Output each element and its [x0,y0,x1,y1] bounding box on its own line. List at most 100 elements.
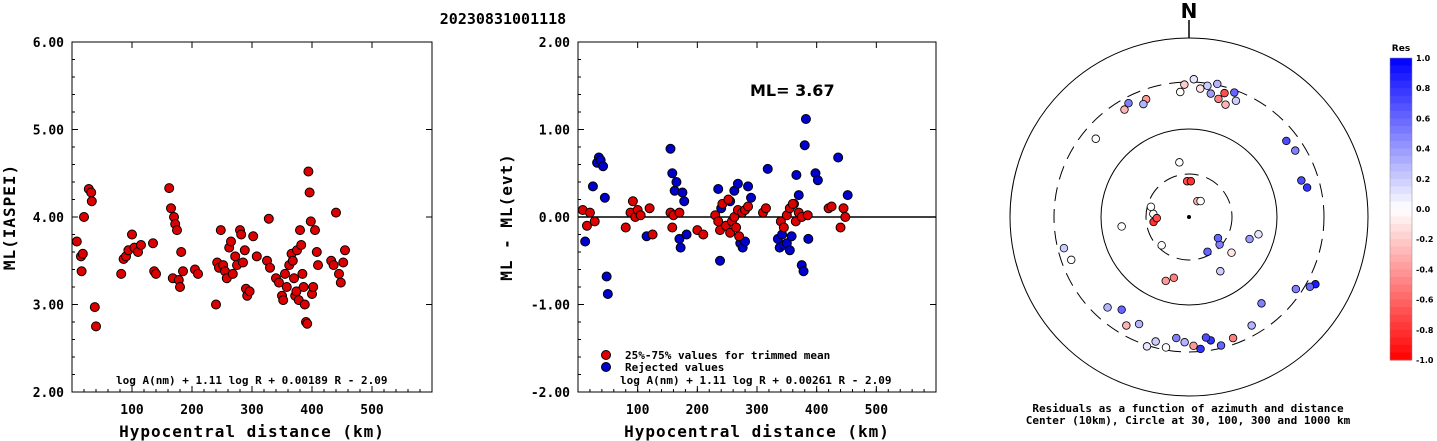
rejected-point [671,177,682,187]
residual-point [1305,282,1315,292]
residual-colorbar: Res 1.0 0.8 0.6 0.4 0.2 0.0 -0.2 -0.4 -0.6 -0.8 -1… [1389,44,1434,365]
residual-point [1201,333,1211,342]
colorbar-cell [1390,314,1412,323]
residual-point [1161,276,1170,286]
y-tick-label: 4.00 [33,211,64,226]
colorbar-cell [1390,344,1412,353]
colorbar-cell [1390,125,1412,134]
data-point [151,268,161,279]
colorbar-tick-label: -0.6 [1416,296,1434,305]
x-tick-label: 500 [865,403,889,418]
residual-point [1059,243,1069,253]
plot-frame [71,41,433,393]
x-tick-label: 400 [300,403,324,418]
residual-point [1216,341,1226,350]
rejected-point [784,245,795,256]
data-point [77,248,88,259]
residual-point [1220,88,1229,98]
colorbar-tick-label: -0.8 [1416,326,1434,335]
data-point [175,282,185,292]
data-point [281,282,292,292]
data-point [280,268,290,279]
residual-point [1291,284,1301,294]
points-group [1059,75,1320,354]
residual-point [1196,344,1205,354]
colorbar-cell [1390,133,1412,142]
data-point [299,299,310,310]
formula-label: log A(nm) + 1.11 log R + 0.00261 R - 2.0… [620,374,892,387]
data-point [340,245,350,256]
x-tick-label: 100 [626,403,650,418]
trimmed-point [723,194,734,205]
trimmed-point [674,207,685,218]
range-circle-30km [1145,173,1233,261]
residual-point [1213,79,1222,89]
residual-point [1180,80,1189,89]
points-group [71,166,350,332]
ml-value-label: ML= 3.67 [750,81,835,100]
data-point [211,299,221,310]
data-point [215,225,226,236]
colorbar-cell [1390,156,1412,165]
rejected-point [675,242,686,253]
colorbar-cell [1390,141,1412,150]
residual-point [1117,305,1126,314]
residual-point [1189,341,1198,351]
data-point [178,266,188,277]
trimmed-point [743,201,754,212]
data-point [89,302,100,313]
colorbar-tick-label: 1.0 [1416,54,1431,63]
residual-point [1245,234,1254,244]
points-group [577,114,853,299]
residual-point [1203,81,1212,91]
colorbar-cell [1390,292,1412,301]
y-tick-label: 5.00 [33,124,64,139]
trimmed-point [581,220,592,231]
rejected-point [746,192,757,203]
data-point [226,236,236,247]
residual-point [1297,176,1306,185]
residual-point [1152,213,1161,223]
rejected-point [812,175,823,186]
data-point [148,238,158,249]
trimmed-point [698,229,709,240]
trimmed-point [840,212,851,222]
data-point [289,273,299,284]
residual-point [1231,96,1241,106]
colorbar-cell [1390,163,1412,172]
x-tick-label: 500 [360,403,384,418]
colorbar-tick-label: 0.6 [1416,114,1431,123]
y-tick-label: 2.00 [33,386,64,401]
residual-point [1146,202,1156,212]
residual-point [1172,333,1181,343]
data-point [308,282,319,292]
trimmed-point [667,222,678,233]
y-tick-label: 2.00 [539,36,570,51]
data-point [265,262,275,273]
rejected-point [743,181,754,192]
north-label: N [1181,0,1198,23]
rejected-point [803,233,814,244]
azimuth-residual-polar-plot: N Residuals as a function of azimuth and… [1009,0,1369,427]
data-point [310,225,320,236]
trimmed-point [787,198,798,209]
trimmed-point [627,196,638,207]
trimmed-point [778,222,789,233]
rejected-point [679,196,690,207]
colorbar-tick-label: -0.4 [1416,265,1434,274]
colorbar-cell [1390,148,1412,157]
y-tick-label: 3.00 [33,299,64,314]
colorbar-tick-label: 0.8 [1416,84,1431,93]
range-circle-300km [1053,81,1325,353]
data-point [251,251,262,262]
residual-point [1254,230,1263,239]
data-point [79,212,89,222]
rejected-point [598,161,609,172]
data-point [331,207,341,218]
data-point [91,321,101,332]
colorbar-cell [1390,88,1412,97]
trimmed-point [802,210,813,221]
data-point [338,257,349,268]
legend-rejected-marker [601,362,611,372]
residual-point [1067,255,1076,265]
